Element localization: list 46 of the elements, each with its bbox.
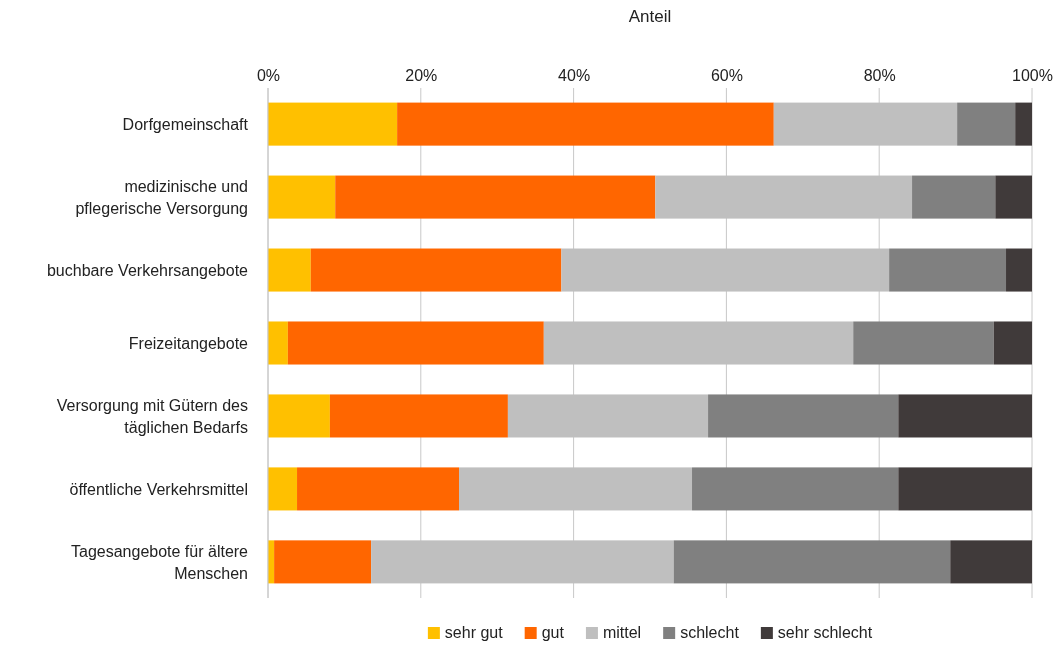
bar <box>268 394 330 438</box>
bar <box>912 175 996 219</box>
bar <box>287 321 544 365</box>
x-tick-label: 0% <box>256 67 281 84</box>
bar <box>268 248 311 292</box>
y-tick-label: medizinische und pflegerische Versorgung <box>75 178 248 218</box>
y-tick-label: öffentliche Verkehrsmittel <box>69 480 248 498</box>
bar <box>329 394 508 438</box>
y-tick-label: Versorgung mit Gütern des täglichen Bedarfs <box>56 396 248 436</box>
y-tick-label: Dorfgemeinschaft <box>122 116 249 134</box>
bar <box>995 175 1032 219</box>
bar <box>268 175 336 219</box>
bar <box>1006 248 1032 292</box>
bar <box>397 102 774 146</box>
bar <box>1015 102 1032 146</box>
legend-label: mittel <box>602 624 642 641</box>
legend-label: sehr gut <box>444 624 504 641</box>
bar <box>692 467 899 511</box>
x-tick-label: 80% <box>863 67 896 84</box>
legend-label: gut <box>541 624 565 641</box>
bar <box>310 248 562 292</box>
bar <box>889 248 1007 292</box>
bar <box>268 467 298 511</box>
x-tick-label: 100% <box>1012 67 1053 84</box>
y-tick-label: Freizeitangebote <box>128 335 249 352</box>
bar <box>268 102 398 146</box>
x-axis-title: Anteil <box>628 7 672 26</box>
bar <box>993 321 1032 365</box>
bar <box>335 175 656 219</box>
bar <box>708 394 899 438</box>
legend-label: schlecht <box>680 624 740 641</box>
bar <box>898 394 1032 438</box>
bar <box>297 467 459 511</box>
y-tick-label: Tagesangebote für ältere Menschen <box>70 542 249 582</box>
x-tick-label: 40% <box>558 67 591 84</box>
bar <box>957 102 1016 146</box>
legend-label: sehr schlecht <box>777 624 873 641</box>
bar <box>950 540 1032 584</box>
y-tick-label: buchbare Verkehrsangebote <box>46 262 249 280</box>
x-tick-label: 20% <box>405 67 438 84</box>
bar <box>898 467 1032 511</box>
bar <box>268 321 288 365</box>
bar <box>274 540 372 584</box>
bar <box>853 321 994 365</box>
x-tick-label: 60% <box>710 67 743 84</box>
bar <box>673 540 951 584</box>
